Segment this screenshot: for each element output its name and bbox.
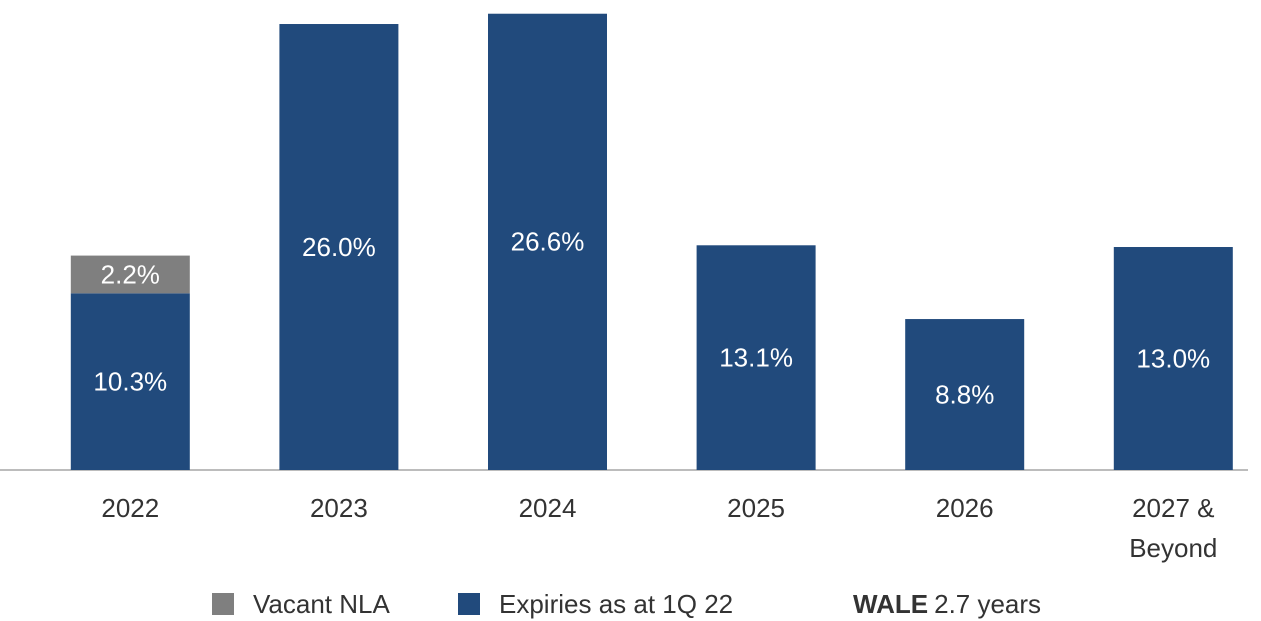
legend-label: Expiries as at 1Q 22 <box>499 588 734 619</box>
annotation-label: WALE <box>853 589 929 619</box>
bar <box>696 245 816 470</box>
bar <box>1113 247 1233 470</box>
bar <box>70 293 190 470</box>
legend: WALE 2.7 years Vacant NLA Expiries as at 1… <box>0 586 1261 621</box>
x-tick-label: 2023 <box>309 493 368 523</box>
legend-item: Expiries as at 1Q 22 <box>458 586 733 621</box>
legend-label: Vacant NLA <box>253 588 390 619</box>
x-tick-label: 2022 <box>101 493 160 523</box>
bar <box>279 24 399 471</box>
legend-swatch <box>212 593 234 615</box>
value-label: 2.2% <box>101 259 160 289</box>
value-label: 10.3% <box>93 367 167 397</box>
bar <box>905 319 1025 470</box>
annotation-text: 2.7 years <box>934 589 1042 619</box>
x-tick-label: 2027 & Beyond <box>1129 493 1218 563</box>
value-label: 26.6% <box>511 227 585 257</box>
legend-item: Vacant NLA <box>212 586 390 621</box>
value-label: 13.0% <box>1136 343 1210 373</box>
x-tick-label: 2026 <box>935 493 994 523</box>
annotation: WALE 2.7 years <box>853 586 1041 621</box>
bar <box>70 255 190 294</box>
value-label: 13.1% <box>719 343 793 373</box>
legend-swatch <box>458 593 480 615</box>
value-label: 26.0% <box>302 232 376 262</box>
bar <box>488 13 607 471</box>
x-tick-label: 2025 <box>727 493 786 523</box>
value-label: 8.8% <box>935 379 994 409</box>
x-tick-label: 2024 <box>518 493 577 523</box>
